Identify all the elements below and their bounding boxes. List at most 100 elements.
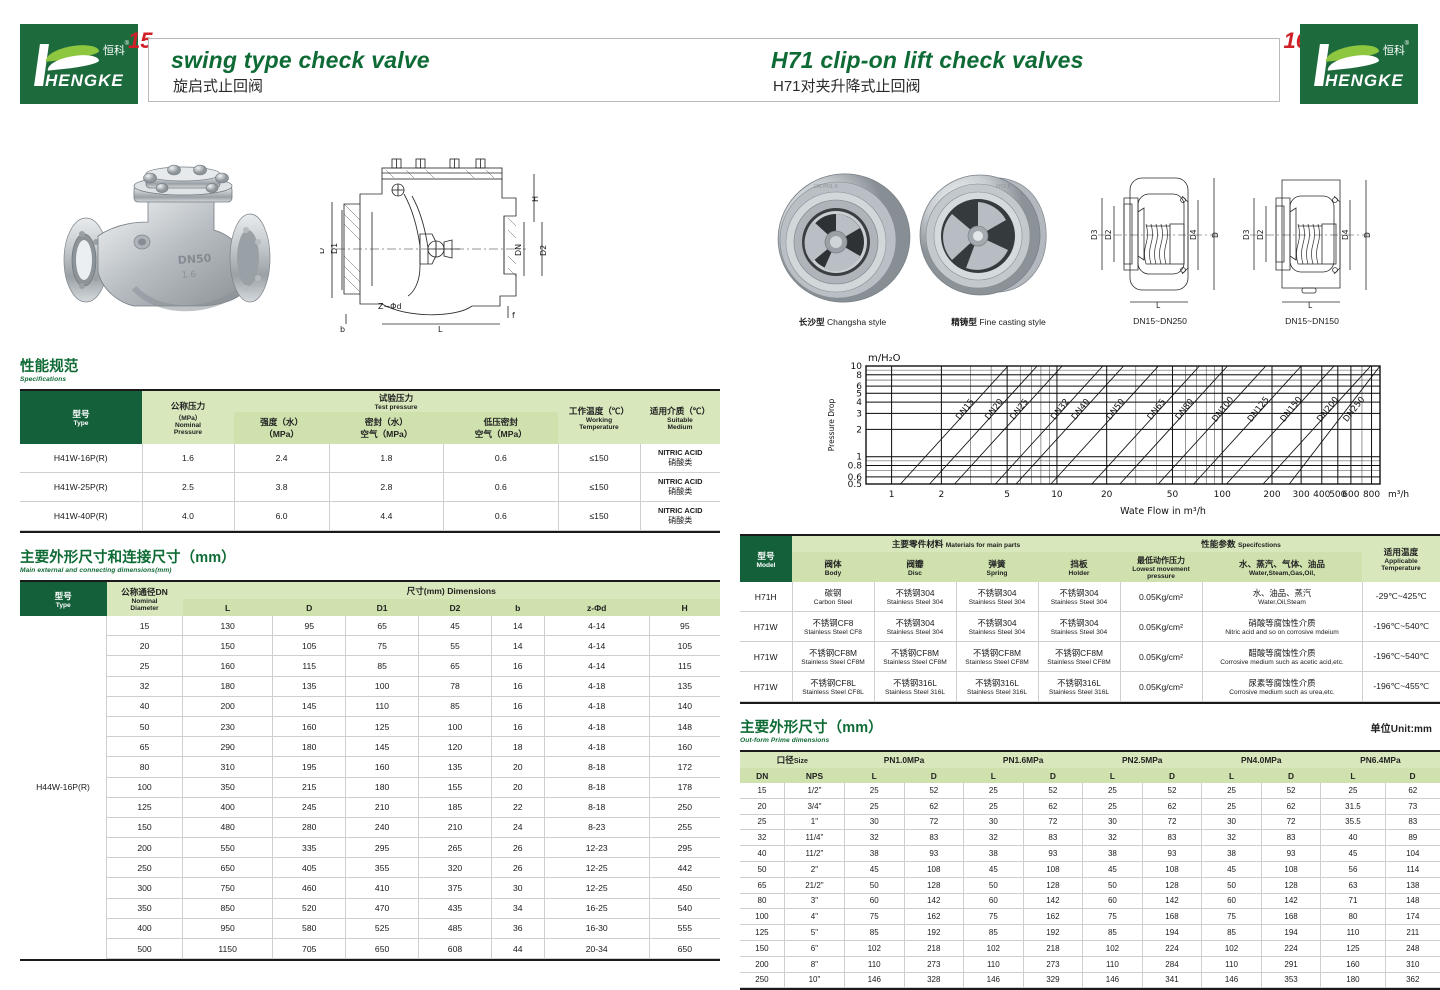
mat-h-temp-en1: Applicable bbox=[1384, 558, 1418, 565]
table-cell: 不锈钢304 Stainless Steel 304 bbox=[873, 611, 956, 642]
outform-header-row-2: DN NPS L D L D L D L D L D bbox=[740, 768, 1440, 783]
table-cell: 16-25 bbox=[543, 898, 650, 919]
table-cell: 128 bbox=[1141, 877, 1202, 894]
table-cell: 65 bbox=[418, 655, 492, 677]
table-cell: 30 bbox=[1082, 814, 1143, 831]
specifications-table-body: H41W-16P(R) 1.6 2.4 1.8 0.6 ≤150 NITRIC ACID 硝酸… bbox=[20, 444, 720, 531]
table-cell: 4-18 bbox=[543, 696, 650, 717]
table-cell: 尿素等腐蚀性介质 Corrosive medium such as urea,et… bbox=[1201, 671, 1362, 702]
svg-text:1.6: 1.6 bbox=[182, 270, 197, 281]
table-cell: 31.5 bbox=[1320, 798, 1386, 815]
registered-icon-right: ® bbox=[1404, 41, 1409, 47]
table-cell: 102 bbox=[1201, 940, 1262, 957]
table-cell: 240 bbox=[345, 817, 419, 839]
table-cell: 135 bbox=[648, 676, 720, 697]
photo-caption-1-en: Changsha style bbox=[826, 317, 887, 327]
table-cell: 不锈钢CF8L Stainless Steel CF8L bbox=[791, 671, 874, 702]
table-row: H71H 碳钢 Carbon Steel 不锈钢304 Stainless Steel … bbox=[740, 582, 1440, 612]
table-cell: 485 bbox=[418, 918, 492, 940]
table-cell: 2.4 bbox=[233, 444, 330, 473]
table-cell: 26 bbox=[490, 837, 545, 859]
table-cell: 50 bbox=[1082, 877, 1143, 894]
table-cell: 410 bbox=[345, 877, 419, 899]
svg-text:2: 2 bbox=[939, 490, 945, 500]
table-cell: 56 bbox=[1320, 861, 1386, 878]
table-cell: 470 bbox=[345, 898, 419, 919]
table-cell: H41W-16P(R) bbox=[20, 444, 142, 473]
table-cell: 250 bbox=[648, 797, 720, 818]
table-cell: 83 bbox=[1141, 829, 1202, 847]
table-cell: 555 bbox=[648, 918, 720, 940]
table-cell-pressure: 0.05Kg/cm² bbox=[1119, 582, 1202, 612]
table-cell: 295 bbox=[648, 837, 720, 859]
svg-text:DN100: DN100 bbox=[1210, 395, 1236, 424]
table-cell: 83 bbox=[1384, 814, 1440, 831]
mat-h-holder-cn: 挡板 bbox=[1070, 558, 1088, 569]
hengke-logo-icon-right: 恒科 ® HENGKE bbox=[1311, 38, 1409, 90]
svg-text:50: 50 bbox=[1167, 490, 1179, 500]
table-row: 80 3" 60 142 60 142 60 142 60 142 71 148 bbox=[740, 893, 1440, 910]
table-cell: 62 bbox=[903, 798, 964, 815]
table-cell: 128 bbox=[903, 877, 964, 894]
table-cell: 280 bbox=[272, 817, 346, 839]
table-cell: 65 bbox=[740, 877, 785, 894]
table-row: 100 350 215 180 155 20 8-18 178 bbox=[20, 777, 720, 798]
table-cell: 162 bbox=[1022, 908, 1083, 926]
svg-text:400: 400 bbox=[1313, 490, 1330, 500]
table-cell: 155 bbox=[418, 777, 492, 798]
table-row: 125 400 245 210 185 22 8-18 250 bbox=[20, 797, 720, 818]
table-cell: 480 bbox=[181, 817, 273, 839]
table-row: 200 8" 110 273 110 273 110 284 110 291 160 310 bbox=[740, 956, 1440, 973]
svg-text:10: 10 bbox=[851, 362, 863, 372]
page-title-right-cn: H71对夹升降式止回阀 bbox=[773, 78, 921, 95]
table-cell: 75 bbox=[843, 908, 905, 926]
page-title-left-cn: 旋启式止回阀 bbox=[173, 78, 264, 95]
table-row: 200 550 335 295 265 26 12-23 295 bbox=[20, 837, 720, 859]
table-cell: 110 bbox=[1201, 956, 1262, 973]
table-cell: 108 bbox=[903, 861, 964, 878]
photo-caption-2-en: Fine casting style bbox=[979, 317, 1046, 327]
table-cell: 705 bbox=[272, 938, 346, 960]
table-cell: 18 bbox=[490, 736, 545, 758]
table-cell: 93 bbox=[903, 845, 964, 862]
table-cell: 75 bbox=[1201, 908, 1262, 926]
table-cell: 180 bbox=[345, 777, 419, 798]
photo-caption-1-cn: 长沙型 bbox=[798, 317, 825, 327]
svg-text:f: f bbox=[512, 311, 515, 320]
table-cell: 1150 bbox=[181, 938, 273, 960]
unit-note: 单位Unit:mm bbox=[1370, 724, 1432, 735]
table-cell: 30 bbox=[963, 814, 1024, 831]
svg-text:DN20: DN20 bbox=[983, 397, 1005, 422]
swing-check-valve-photo: DN50 1.6 bbox=[63, 164, 271, 312]
ofdim-section-title: 主要外形尺寸（mm） Out-form Prime dimensions 单位U… bbox=[740, 716, 1440, 744]
column-header: L bbox=[1082, 768, 1143, 783]
mat-h-materials-en: Materials for main parts bbox=[945, 542, 1021, 549]
table-cell: 32 bbox=[1201, 829, 1262, 847]
spec-h-temp-en2: Temperature bbox=[579, 423, 619, 431]
table-row: 65 21/2" 50 128 50 128 50 128 50 128 63 138 bbox=[740, 877, 1440, 894]
table-cell: 60 bbox=[1201, 893, 1262, 910]
table-cell: 102 bbox=[963, 940, 1024, 957]
table-cell: 300 bbox=[106, 877, 183, 899]
table-cell: 85 bbox=[843, 924, 905, 941]
table-cell: 78 bbox=[418, 676, 492, 697]
dim-title-en: Main external and connecting dimensions(… bbox=[20, 567, 172, 574]
svg-text:DN65: DN65 bbox=[1146, 397, 1168, 422]
table-cell: 142 bbox=[1260, 893, 1321, 910]
svg-text:D2: D2 bbox=[1256, 229, 1265, 240]
table-cell: 442 bbox=[648, 857, 720, 879]
table-cell: 200 bbox=[740, 956, 785, 973]
pressure-drop-chart: 1 2 5 10 20 50 100 200 300 400 500 600 800 10 8 6 5 4 3 2 1 0… bbox=[820, 352, 1420, 522]
table-cell: 146 bbox=[1201, 972, 1262, 989]
svg-text:D: D bbox=[320, 248, 326, 254]
table-cell: 750 bbox=[181, 877, 273, 899]
table-cell: 95 bbox=[648, 616, 720, 637]
table-cell: 25 bbox=[843, 798, 905, 815]
table-cell: 355 bbox=[345, 857, 419, 879]
table-cell: 1/2" bbox=[783, 783, 845, 799]
table-cell: 255 bbox=[648, 817, 720, 839]
table-cell: 不锈钢CF8M Stainless Steel CF8M bbox=[955, 641, 1038, 672]
table-row: 400 950 580 525 485 36 16-30 555 bbox=[20, 918, 720, 940]
table-row: 32 180 135 100 78 16 4-18 135 bbox=[20, 676, 720, 697]
table-cell: 295 bbox=[345, 837, 419, 859]
